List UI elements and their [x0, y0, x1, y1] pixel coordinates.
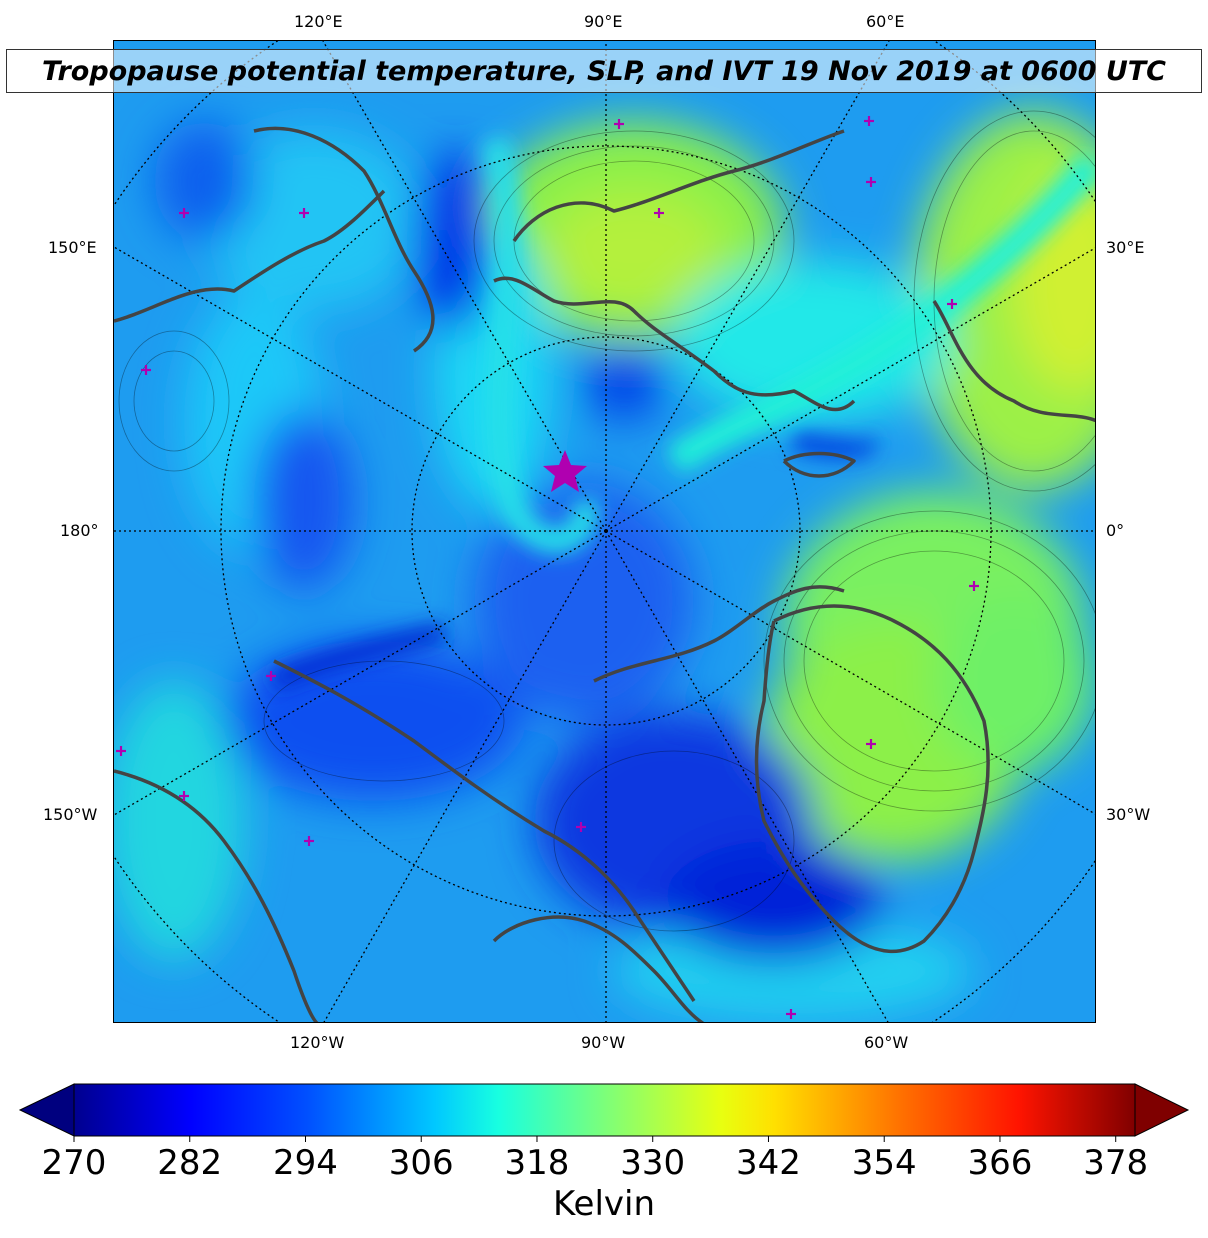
colorbar-gradient: [73, 1083, 1136, 1137]
slp-marker: [614, 119, 624, 129]
map-panel: [113, 40, 1096, 1023]
slp-marker: [864, 116, 874, 126]
lon-label-bottom-60w: 60°W: [864, 1033, 909, 1052]
lon-label-top-120e: 120°E: [294, 12, 343, 31]
lon-label-bottom-120w: 120°W: [290, 1033, 345, 1052]
coast-alaska: [114, 189, 386, 323]
colorbar-tick-label: 294: [273, 1143, 338, 1183]
colorbar-tick-label: 354: [851, 1143, 917, 1183]
coastlines: [114, 126, 1095, 1022]
colorbar-tick-label: 306: [388, 1143, 454, 1183]
coast-west-canada: [114, 769, 319, 1022]
coast-siberia-north: [512, 129, 845, 242]
coast-scandinavia: [932, 300, 1095, 423]
coast-chukotka: [253, 126, 435, 353]
slp-marker: [304, 836, 314, 846]
slp-marker: [866, 177, 876, 187]
slp-marker: [116, 746, 126, 756]
lon-label-bottom-90w: 90°W: [581, 1033, 626, 1052]
lon-label-left-150e: 150°E: [48, 238, 97, 257]
plot-title: Tropopause potential temperature, SLP, a…: [42, 55, 1166, 87]
slp-marker: [786, 1009, 796, 1019]
slp-marker: [141, 365, 151, 375]
colorbar-tick-label: 270: [41, 1143, 107, 1183]
coast-arctic-archipelago: [593, 585, 845, 683]
dark-filament: [270, 622, 447, 690]
jet-band: [665, 151, 1095, 474]
colorbar: [18, 1083, 1190, 1142]
slp-marker: [654, 208, 664, 218]
colorbar-extend-low: [18, 1083, 75, 1137]
colorbar-tick-label: 366: [967, 1143, 1033, 1183]
lon-label-right-0: 0°: [1106, 521, 1125, 540]
lon-label-left-180: 180°: [60, 521, 99, 540]
coast-canada: [273, 659, 696, 1002]
slp-marker: [866, 739, 876, 749]
graticule: [114, 41, 1095, 1022]
dark-filament-2: [791, 431, 876, 459]
colorbar-extend-high: [1134, 1083, 1190, 1137]
coast-hudson: [492, 915, 705, 1022]
slp-marker: [576, 822, 586, 832]
lon-label-top-90e: 90°E: [584, 12, 623, 31]
slp-marker: [179, 791, 189, 801]
colorbar-tick-label: 378: [1083, 1143, 1149, 1183]
slp-markers: [116, 116, 979, 1019]
lon-label-left-150w: 150°W: [43, 805, 98, 824]
colorbar-tick-label: 282: [157, 1143, 223, 1183]
colorbar-tick-label: 318: [504, 1143, 570, 1183]
coast-siberia: [493, 276, 856, 412]
lon-label-right-30w: 30°W: [1106, 805, 1151, 824]
lon-label-right-30e: 30°E: [1106, 238, 1145, 257]
coast-svalbard: [782, 451, 856, 478]
coast-greenland: [754, 604, 990, 954]
title-box: Tropopause potential temperature, SLP, a…: [6, 49, 1202, 93]
slp-marker: [266, 671, 276, 681]
colorbar-units: Kelvin: [552, 1184, 656, 1224]
slp-marker: [947, 299, 957, 309]
colorbar-tick-label: 342: [736, 1143, 801, 1183]
lon-label-top-60e: 60°E: [866, 12, 905, 31]
colorbar-tick-label: 330: [620, 1143, 686, 1183]
trough-streamer: [481, 136, 599, 554]
slp-marker: [179, 208, 189, 218]
slp-marker: [969, 581, 979, 591]
colorbar-ticks: [73, 1136, 1117, 1142]
polar-map: [114, 41, 1095, 1022]
theta-field: [114, 111, 1095, 1021]
slp-marker: [299, 208, 309, 218]
star-marker: [543, 450, 587, 492]
